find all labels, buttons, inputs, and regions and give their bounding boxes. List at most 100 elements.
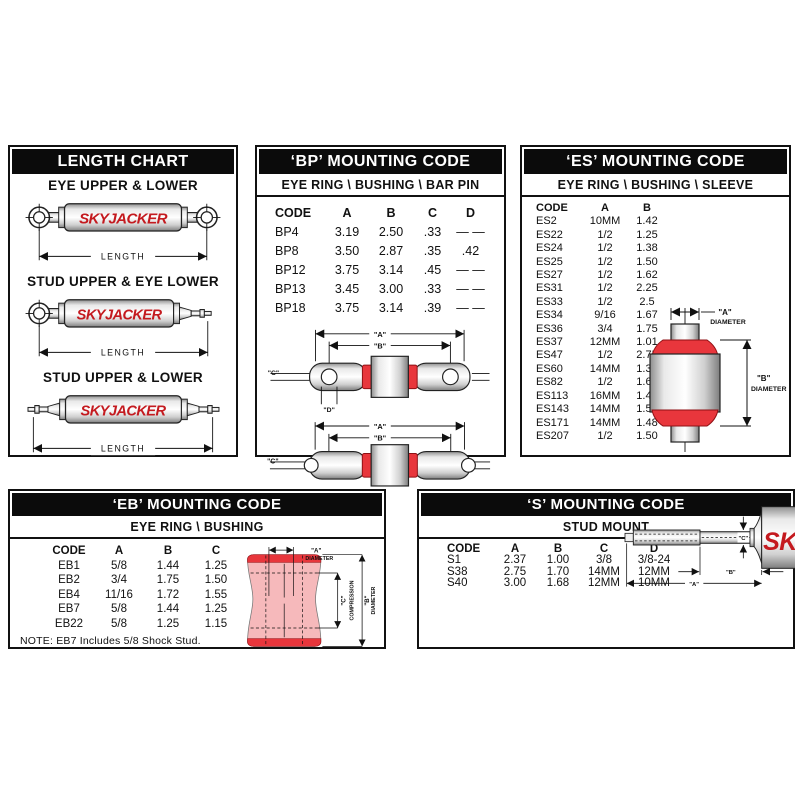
- table-cell: ES207: [536, 429, 570, 442]
- table-cell: EB22: [54, 617, 84, 630]
- table-cell: ES24: [536, 242, 563, 255]
- length-section-stud-upper-eye-lower: STUD UPPER & EYE LOWER: [10, 274, 236, 366]
- brand-logo-partial: SK: [763, 528, 795, 556]
- table-cell: ES22: [536, 228, 563, 241]
- table-cell: 3.00: [378, 282, 404, 296]
- column-header: C: [427, 206, 438, 220]
- table-cell: 3/8: [596, 554, 612, 567]
- table-cell: ES37: [536, 336, 563, 349]
- column-header: B: [163, 545, 173, 557]
- stud-threaded-rod: [632, 529, 701, 546]
- table-cell: ES143: [536, 403, 570, 416]
- table-row: ES31 1/2 2.25: [534, 282, 666, 295]
- column-header: B: [553, 543, 563, 555]
- dim-c-label: "C": [340, 595, 347, 605]
- table-row: ES27 1/2 1.62: [534, 269, 666, 282]
- panel-bp-mounting-code: ‘BP’ MOUNTING CODE EYE RING \ BUSHING \ …: [255, 145, 506, 487]
- table-cell: 1.25: [636, 228, 658, 241]
- bar-pin-hole-diagram: "A" "B" "C" "D": [268, 327, 490, 414]
- table-row: EB2 3/4 1.75 1.50: [44, 573, 240, 588]
- panel-title: ‘S’ MOUNTING CODE: [421, 493, 791, 516]
- dim-a-sublabel: DIAMETER: [305, 556, 333, 562]
- bar-pin-fork-diagram: "A" "B" "C": [267, 420, 491, 487]
- eb-note: NOTE: EB7 Includes 5/8 Shock Stud.: [20, 634, 201, 647]
- table-cell: ES47: [536, 349, 563, 362]
- table-row: ES60 14MM 1.35: [534, 363, 666, 376]
- table-cell: BP8: [275, 244, 299, 258]
- table-cell: 5/8: [111, 603, 127, 616]
- bolt-hole-right: [441, 368, 459, 386]
- panel-title: LENGTH CHART: [12, 149, 234, 174]
- table-row: BP4 3.19 2.50 .33 — —: [273, 223, 489, 242]
- stud-mount-diagram: SK "B" "C" "A": [624, 505, 795, 587]
- table-cell: 1.50: [636, 429, 658, 442]
- table-cell: 3.14: [378, 263, 404, 277]
- table-cell: 5/8: [111, 617, 127, 630]
- panel-eb-mounting-code: ‘EB’ MOUNTING CODE EYE RING \ BUSHING CO…: [8, 489, 386, 649]
- table-cell: 2.75: [503, 565, 527, 578]
- table-cell: 1/2: [597, 228, 613, 241]
- bushing-bottom-band: [247, 638, 322, 647]
- sleeve-bottom: [670, 423, 700, 443]
- table-row: ES34 9/16 1.67: [534, 309, 666, 322]
- table-cell: 9/16: [594, 309, 616, 322]
- table-cell: BP13: [275, 282, 306, 296]
- table-cell: 1.70: [546, 565, 570, 578]
- shock-bell: [753, 511, 763, 564]
- dim-a-label: "A": [374, 422, 386, 431]
- panel-title: ‘ES’ MOUNTING CODE: [524, 149, 787, 174]
- table-cell: 1.48: [636, 416, 658, 429]
- panel-s-mounting-code: ‘S’ MOUNTING CODE STUD MOUNT CODE A B C …: [417, 489, 795, 649]
- table-cell: S1: [447, 554, 462, 567]
- table-cell: — —: [456, 225, 485, 239]
- length-section-eye-upper-lower: EYE UPPER & LOWER: [10, 178, 236, 270]
- table-cell: 3.45: [334, 282, 360, 296]
- section-label: EYE UPPER & LOWER: [48, 178, 198, 193]
- es-body: CODE A B ES2 10MM 1.42 ES22 1/2 1.25 ES24 1/2…: [522, 202, 789, 452]
- column-header: D: [649, 543, 659, 555]
- table-cell: ES2: [536, 215, 557, 228]
- table-cell: 1.25: [156, 617, 180, 630]
- table-cell: 3.75: [334, 301, 360, 315]
- table-cell: .39: [423, 301, 442, 315]
- dim-a-sublabel: DIAMETER: [710, 319, 746, 326]
- table-cell: 2.37: [503, 554, 527, 567]
- table-row: ES22 1/2 1.25: [534, 229, 666, 242]
- stud-tip: [624, 532, 634, 542]
- fork-notch-left: [303, 457, 319, 473]
- column-header: A: [601, 202, 609, 214]
- brand-logo: SKYJACKER: [77, 308, 163, 324]
- table-row: EB4 11/16 1.72 1.55: [44, 588, 240, 603]
- panel-length-chart: LENGTH CHART EYE UPPER & LOWER: [8, 145, 238, 457]
- table-cell: ES171: [536, 416, 570, 429]
- dim-a-label: "A": [374, 330, 386, 339]
- table-cell: 3.19: [334, 225, 360, 239]
- eb-body: CODE A B C EB1 5/8 1.44 1.25 EB2 3/4 1.75 1.50…: [10, 544, 384, 647]
- table-cell: 3.50: [334, 244, 360, 258]
- table-row: ES207 1/2 1.50: [534, 430, 666, 443]
- table-cell: 2.50: [378, 225, 404, 239]
- sleeve-top: [670, 323, 700, 343]
- table-cell: 1.50: [636, 255, 658, 268]
- table-row: BP18 3.75 3.14 .39 — —: [273, 299, 489, 318]
- table-cell: 1.44: [156, 603, 180, 616]
- table-row: BP8 3.50 2.87 .35 .42: [273, 242, 489, 261]
- table-cell: 16MM: [589, 389, 621, 402]
- table-cell: 1/2: [597, 242, 613, 255]
- panel-subtitle: STUD MOUNT: [419, 518, 793, 539]
- table-cell: 12MM: [589, 336, 621, 349]
- shock-body: [761, 505, 795, 569]
- brand-logo: SKYJACKER: [81, 404, 167, 420]
- table-cell: 1.42: [636, 215, 658, 228]
- dim-b-label: "B": [374, 341, 386, 350]
- table-cell: .35: [423, 244, 442, 258]
- table-cell: EB7: [58, 603, 80, 616]
- dim-c-label: "C": [738, 536, 748, 542]
- table-cell: 3.00: [503, 577, 527, 590]
- table-cell: 1.55: [204, 588, 228, 601]
- table-cell: 3/8-24: [637, 554, 671, 567]
- table-cell: .42: [461, 244, 480, 258]
- dim-b-sublabel: DIAMETER: [751, 386, 787, 393]
- table-cell: .45: [423, 263, 442, 277]
